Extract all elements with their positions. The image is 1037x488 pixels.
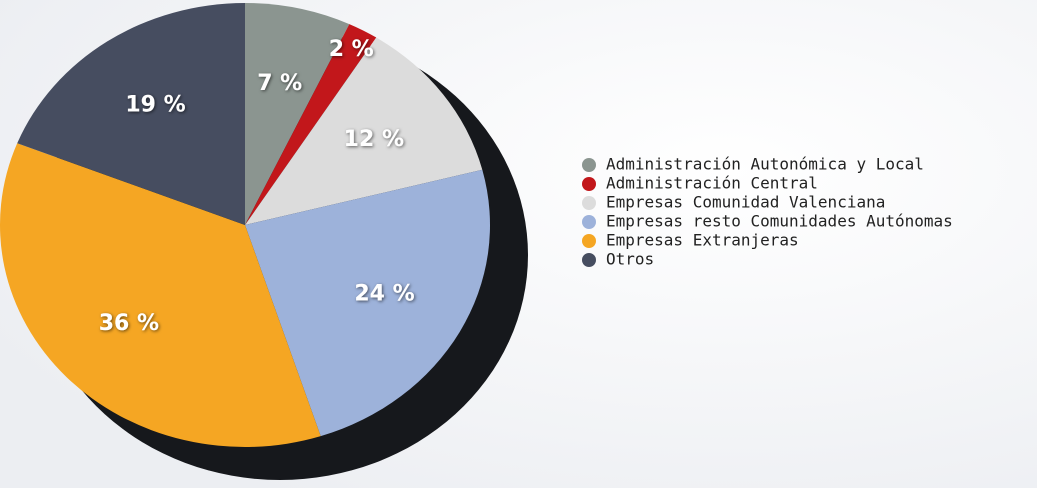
pie-slice: [0, 143, 321, 448]
legend-label: Administración Central: [606, 174, 818, 193]
legend-swatch: [582, 196, 596, 210]
legend-swatch: [582, 177, 596, 191]
data-label: 36 %: [99, 311, 159, 336]
legend-label: Empresas Comunidad Valenciana: [606, 193, 885, 212]
data-label: 2 %: [329, 37, 374, 62]
legend-swatch: [582, 253, 596, 267]
legend-label: Empresas resto Comunidades Autónomas: [606, 212, 953, 231]
legend-label: Empresas Extranjeras: [606, 231, 799, 250]
data-label: 19 %: [125, 93, 185, 118]
data-label: 24 %: [354, 282, 414, 307]
pie-slice: [245, 169, 490, 437]
pie-slice: [245, 37, 483, 225]
pie-slice: [17, 3, 246, 225]
legend-swatch: [582, 215, 596, 229]
legend-swatch: [582, 158, 596, 172]
legend-label: Otros: [606, 250, 654, 269]
legend-swatch: [582, 234, 596, 248]
pie-slice: [245, 3, 350, 225]
data-label: 7 %: [257, 71, 302, 96]
legend-label: Administración Autonómica y Local: [606, 155, 924, 174]
data-label: 12 %: [344, 127, 404, 152]
pie-slice: [245, 24, 377, 226]
